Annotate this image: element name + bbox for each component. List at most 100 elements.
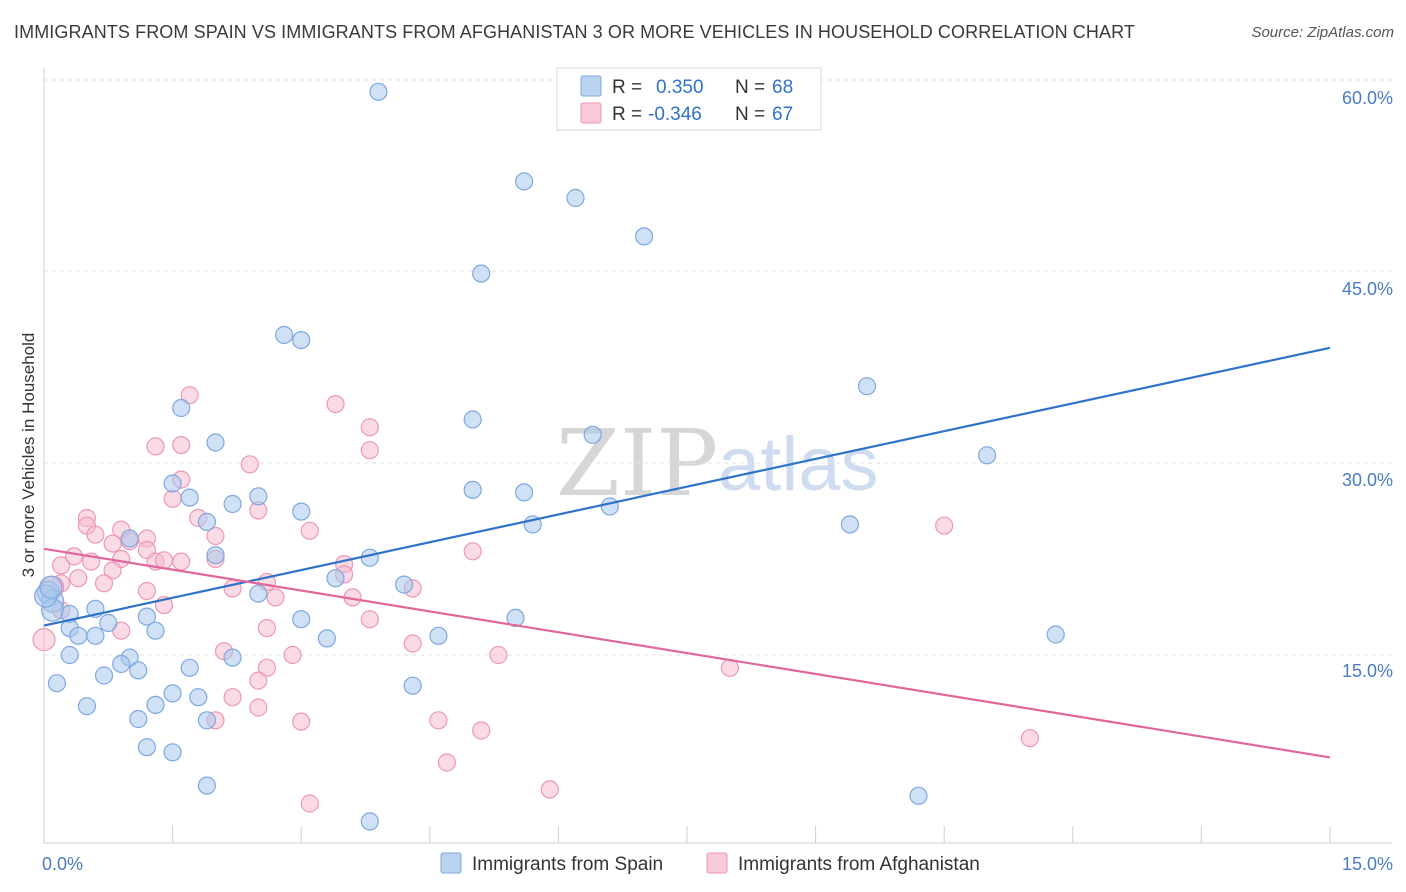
series-spain-points bbox=[34, 82, 1065, 831]
spain-point bbox=[180, 658, 199, 677]
spain-point bbox=[317, 629, 336, 648]
afghanistan-point bbox=[94, 574, 114, 593]
legend-n-value-afghanistan: 67 bbox=[772, 104, 793, 125]
afghanistan-point bbox=[86, 525, 105, 544]
grid bbox=[44, 79, 1392, 656]
spain-point bbox=[275, 325, 294, 345]
spain-point bbox=[69, 626, 88, 645]
afghanistan-point bbox=[249, 698, 268, 717]
spain-point bbox=[292, 610, 311, 629]
spain-point bbox=[129, 661, 148, 680]
legend-swatch-afghanistan bbox=[580, 102, 602, 124]
afghanistan-point bbox=[266, 588, 285, 607]
spain-point bbox=[566, 188, 585, 208]
x-tick-labels: 0.0% 15.0% bbox=[42, 854, 1393, 874]
series-afghanistan-points bbox=[32, 386, 1040, 813]
afghanistan-point bbox=[103, 534, 122, 553]
legend-n-label-afghanistan: N = bbox=[735, 104, 765, 125]
series-legend: Immigrants from Spain Immigrants from Af… bbox=[440, 852, 980, 875]
y-tick-labels: 15.0% 30.0% 45.0% 60.0% bbox=[1342, 88, 1393, 681]
y-tick-label: 45.0% bbox=[1342, 279, 1393, 299]
spain-point bbox=[163, 474, 182, 493]
spain-point bbox=[60, 645, 79, 665]
afghanistan-point bbox=[146, 437, 165, 456]
afghanistan-point bbox=[429, 711, 448, 730]
spain-point bbox=[514, 483, 534, 502]
afghanistan-point bbox=[172, 436, 191, 455]
afghanistan-point bbox=[360, 418, 379, 437]
afghanistan-point bbox=[437, 753, 456, 772]
series-legend-label-spain: Immigrants from Spain bbox=[472, 854, 663, 875]
afghanistan-point bbox=[472, 721, 491, 740]
spain-point bbox=[197, 776, 216, 795]
spain-point bbox=[146, 621, 165, 640]
afghanistan-point bbox=[292, 712, 311, 731]
legend-r-label-afghanistan: R = bbox=[612, 104, 642, 125]
afghanistan-point bbox=[300, 521, 319, 540]
spain-point bbox=[146, 695, 165, 715]
spain-point bbox=[94, 666, 114, 685]
afghanistan-point bbox=[163, 489, 182, 508]
afghanistan-point bbox=[223, 688, 242, 707]
spain-point bbox=[395, 575, 414, 594]
spain-point bbox=[463, 410, 482, 429]
legend-swatch-spain bbox=[580, 75, 602, 97]
spain-point bbox=[120, 529, 139, 548]
series-legend-swatch-afghanistan bbox=[706, 852, 728, 874]
afghanistan-point bbox=[257, 618, 276, 638]
afghanistan-point bbox=[360, 610, 379, 629]
spain-point bbox=[249, 487, 268, 506]
spain-point bbox=[977, 446, 997, 465]
afghanistan-point bbox=[935, 516, 954, 535]
spain-point bbox=[840, 515, 860, 534]
legend-n-label-spain: N = bbox=[735, 77, 765, 98]
spain-point bbox=[206, 433, 225, 452]
legend-r-value-spain: 0.350 bbox=[656, 77, 704, 98]
spain-point bbox=[857, 377, 877, 396]
y-tick-label: 60.0% bbox=[1342, 88, 1393, 108]
legend-r-label-spain: R = bbox=[612, 77, 642, 98]
afghanistan-point bbox=[103, 561, 122, 580]
y-tick-label: 30.0% bbox=[1342, 470, 1393, 490]
spain-point bbox=[86, 626, 105, 645]
spain-point bbox=[189, 688, 208, 707]
spain-point bbox=[137, 607, 156, 626]
spain-point bbox=[163, 743, 182, 762]
afghanistan-point bbox=[489, 645, 508, 665]
afghanistan-point bbox=[180, 386, 199, 405]
trend-line-spain bbox=[43, 346, 1331, 627]
spain-point bbox=[180, 488, 199, 507]
legend-r-value-afghanistan: -0.346 bbox=[648, 104, 702, 125]
afghanistan-point bbox=[283, 645, 302, 665]
spain-point bbox=[129, 709, 148, 729]
afghanistan-point bbox=[403, 634, 422, 653]
spain-point bbox=[197, 711, 216, 730]
afghanistan-point bbox=[540, 780, 559, 799]
chart-title: IMMIGRANTS FROM SPAIN VS IMMIGRANTS FROM… bbox=[14, 22, 1135, 42]
afghanistan-point bbox=[326, 395, 345, 414]
afghanistan-point bbox=[206, 526, 225, 546]
spain-point bbox=[463, 480, 482, 499]
watermark-atlas: atlas bbox=[718, 422, 879, 507]
afghanistan-point bbox=[69, 569, 88, 588]
spain-point bbox=[909, 786, 928, 805]
spain-point bbox=[634, 227, 654, 246]
afghanistan-point bbox=[257, 658, 276, 677]
spain-point bbox=[514, 172, 534, 191]
y-tick-label: 15.0% bbox=[1342, 661, 1393, 681]
afghanistan-point bbox=[360, 441, 379, 460]
spain-point bbox=[206, 546, 225, 565]
trend-line-afghanistan bbox=[43, 547, 1331, 759]
spain-point bbox=[197, 512, 216, 532]
x-tick-label-min: 0.0% bbox=[42, 854, 83, 874]
afghanistan-point bbox=[137, 581, 156, 601]
axes bbox=[43, 68, 1392, 844]
spain-point bbox=[506, 608, 525, 628]
spain-point bbox=[403, 676, 422, 695]
spain-point bbox=[77, 697, 97, 716]
afghanistan-point bbox=[463, 542, 482, 561]
spain-point bbox=[369, 82, 388, 101]
y-axis-label: 3 or more Vehicles in Household bbox=[19, 333, 38, 578]
spain-point bbox=[429, 626, 448, 645]
